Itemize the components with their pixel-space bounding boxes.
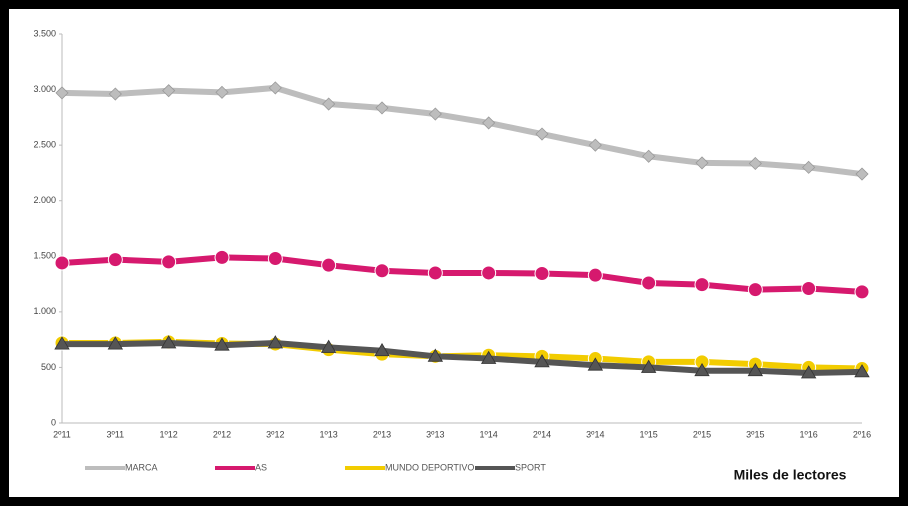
y-tick-label: 3.000: [33, 84, 56, 94]
data-point: [747, 282, 763, 298]
data-point: [54, 255, 70, 271]
x-tick-label: 1º13: [320, 429, 338, 439]
legend-label: MUNDO DEPORTIVO: [385, 462, 474, 472]
y-tick-label: 0: [51, 417, 56, 427]
data-point: [267, 335, 284, 349]
data-point: [640, 359, 657, 373]
data-point: [695, 156, 709, 170]
series-line: [62, 339, 863, 376]
data-point: [267, 251, 283, 267]
data-point: [427, 265, 443, 281]
x-tick-label: 2º15: [693, 429, 711, 439]
data-point: [694, 277, 710, 293]
data-point: [854, 284, 870, 300]
data-point: [854, 364, 870, 378]
data-point: [161, 254, 177, 270]
data-point: [214, 249, 230, 265]
data-point: [322, 97, 336, 111]
legend-label: AS: [255, 462, 267, 472]
data-point: [641, 275, 657, 291]
data-point: [534, 266, 550, 282]
data-point: [108, 87, 122, 101]
data-point: [534, 354, 550, 368]
x-tick-label: 2º12: [213, 429, 231, 439]
data-point: [427, 348, 444, 362]
data-point: [374, 342, 390, 357]
x-tick-label: 3º15: [746, 429, 764, 439]
data-point: [320, 339, 337, 353]
data-point: [107, 252, 123, 268]
data-point: [748, 156, 762, 171]
data-point: [802, 160, 816, 174]
data-point: [587, 357, 604, 371]
data-point: [215, 85, 229, 99]
data-point: [162, 84, 176, 98]
x-tick-label: 3º12: [266, 429, 284, 439]
x-tick-label: 2º16: [853, 429, 871, 439]
x-tick-label: 1º16: [800, 429, 818, 439]
annotation: Miles de lectores: [734, 467, 847, 483]
series-line: [61, 84, 863, 178]
x-tick-label: 3º11: [107, 429, 125, 439]
data-point: [54, 336, 70, 350]
data-point: [747, 362, 764, 377]
data-point: [55, 86, 69, 100]
data-point: [855, 167, 869, 181]
y-tick-label: 2.500: [33, 140, 56, 150]
data-point: [482, 116, 496, 130]
data-point: [587, 267, 603, 283]
data-point: [268, 81, 282, 95]
legend-label: SPORT: [515, 462, 546, 472]
x-tick-label: 1º15: [640, 429, 658, 439]
data-point: [375, 101, 389, 115]
frame: [9, 9, 899, 497]
data-point: [801, 281, 817, 297]
legend-label: MARCA: [125, 462, 158, 472]
x-tick-label: 1º14: [480, 429, 498, 439]
x-tick-label: 1º12: [160, 429, 178, 439]
data-point: [800, 365, 817, 379]
data-point: [535, 127, 549, 141]
data-point: [481, 265, 497, 281]
data-point: [642, 149, 656, 163]
data-point: [321, 257, 337, 273]
y-tick-label: 3.500: [33, 28, 56, 38]
y-tick-label: 1.500: [33, 251, 56, 261]
data-point: [588, 138, 602, 152]
x-tick-label: 3º14: [586, 429, 604, 439]
y-tick-label: 500: [41, 362, 56, 372]
data-point: [480, 350, 497, 364]
data-point: [428, 107, 442, 121]
data-point: [374, 263, 390, 279]
y-tick-label: 1.000: [33, 306, 56, 316]
series-line: [61, 254, 863, 295]
data-point: [214, 337, 230, 351]
x-tick-label: 2º14: [533, 429, 551, 439]
data-point: [694, 362, 710, 377]
x-tick-label: 2º13: [373, 429, 391, 439]
data-point: [107, 336, 124, 350]
data-point: [160, 335, 177, 349]
y-tick-label: 2.000: [33, 195, 56, 205]
x-tick-label: 3º13: [426, 429, 444, 439]
x-tick-label: 2º11: [53, 429, 71, 439]
